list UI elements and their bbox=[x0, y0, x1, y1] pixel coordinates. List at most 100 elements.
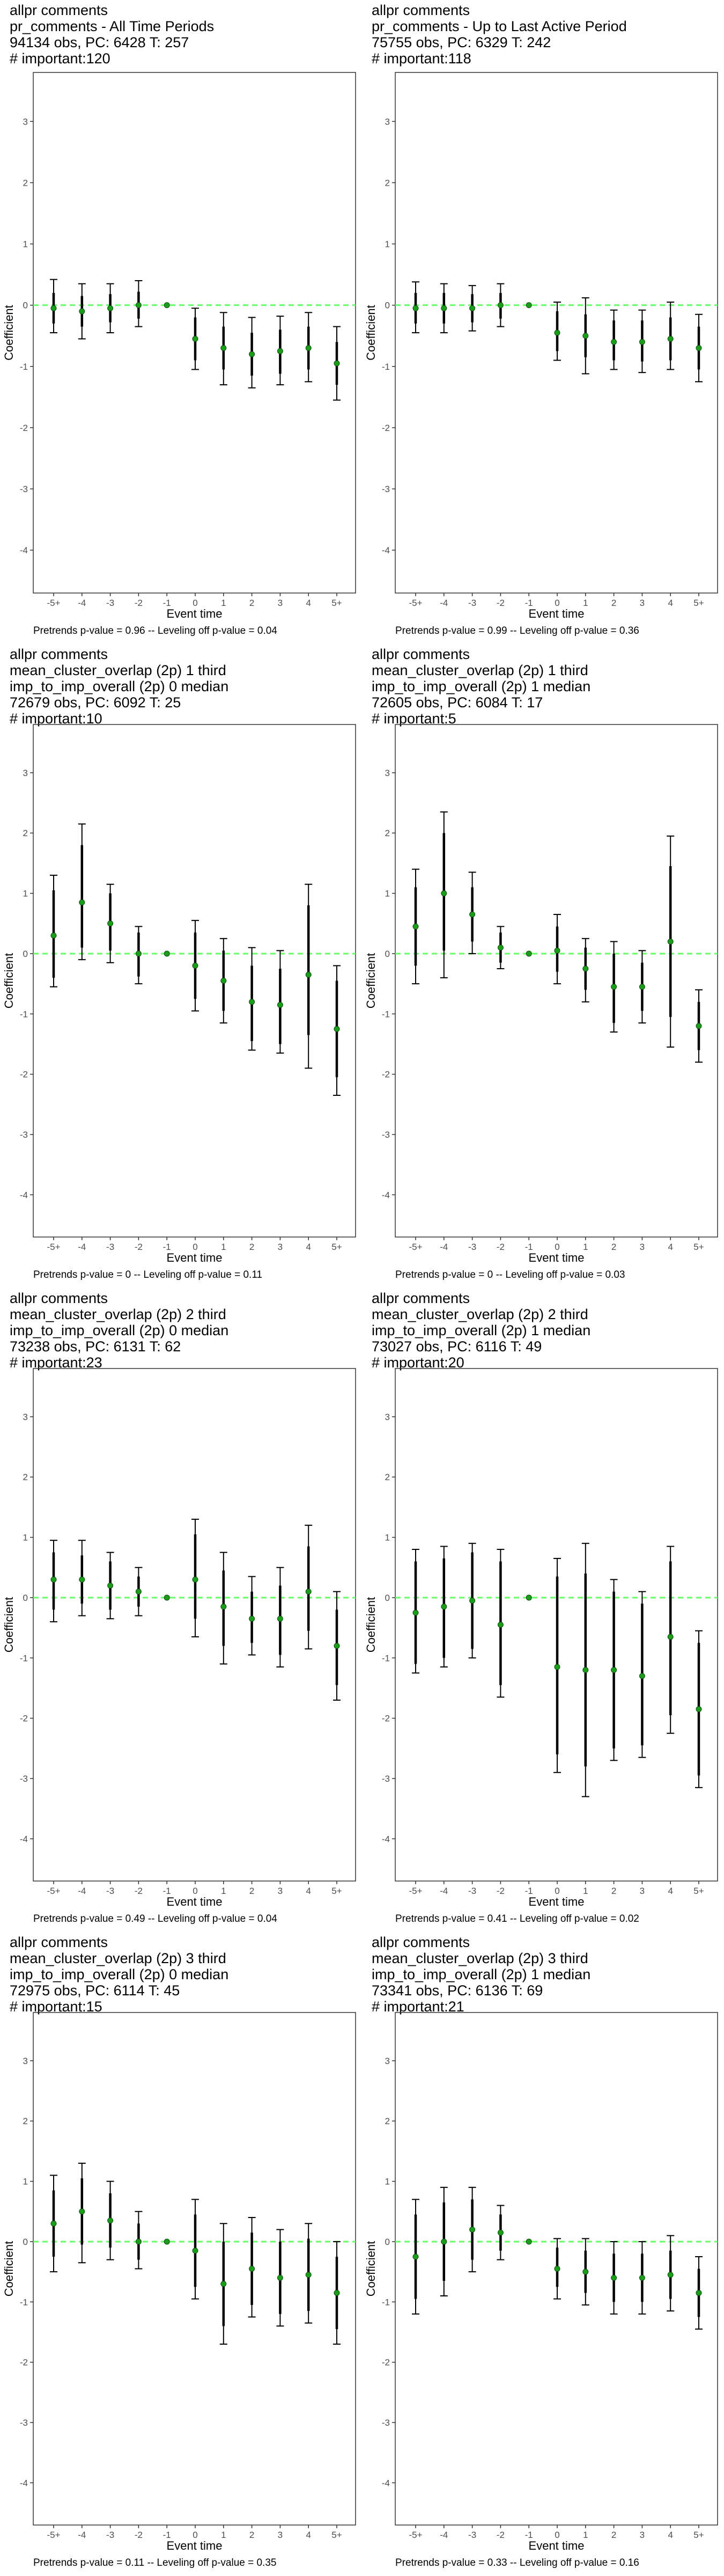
estimate-point bbox=[50, 932, 57, 939]
x-tick-label: 3 bbox=[278, 1242, 283, 1252]
estimate-point bbox=[79, 308, 85, 314]
x-tick-label: -5+ bbox=[47, 598, 60, 608]
estimate-point bbox=[667, 335, 674, 342]
estimate-point bbox=[554, 947, 560, 954]
estimate-point bbox=[412, 305, 419, 311]
y-tick-label: 2 bbox=[385, 2116, 390, 2126]
x-tick-label: -4 bbox=[440, 2530, 448, 2540]
y-tick-label: 0 bbox=[385, 301, 390, 311]
estimate-point bbox=[192, 962, 198, 969]
x-tick-label: -3 bbox=[106, 598, 114, 608]
y-tick-label: 0 bbox=[23, 949, 28, 959]
estimate-point bbox=[277, 1615, 283, 1622]
x-tick-label: 0 bbox=[555, 1886, 559, 1896]
x-tick-label: -3 bbox=[468, 1242, 476, 1252]
x-tick-label: -1 bbox=[525, 1886, 533, 1896]
estimate-point bbox=[611, 984, 617, 990]
estimate-point bbox=[441, 1604, 447, 1610]
chart-svg: -4 -3 -2 -1 0 1 2 3 -5+ -4 -3 -2 -1 0 1 2 3 4 5+ Event time… bbox=[364, 2012, 718, 2552]
estimate-point bbox=[164, 950, 170, 957]
y-tick-label: 1 bbox=[385, 1533, 390, 1543]
estimate-point bbox=[277, 348, 283, 354]
y-tick-label: 1 bbox=[385, 239, 390, 250]
y-tick-label: -3 bbox=[20, 484, 28, 494]
x-tick-label: -1 bbox=[525, 2530, 533, 2540]
x-axis-title: Event time bbox=[167, 1251, 223, 1264]
chart-title-line: # important:5 bbox=[372, 711, 456, 727]
x-tick-label: -5+ bbox=[409, 1242, 422, 1252]
estimate-point bbox=[611, 2274, 617, 2281]
x-tick-label: -2 bbox=[135, 1242, 143, 1252]
plot-frame bbox=[33, 2012, 356, 2526]
estimate-point bbox=[305, 2272, 312, 2278]
estimate-point bbox=[441, 305, 447, 311]
x-tick-label: -2 bbox=[497, 2530, 505, 2540]
x-tick-label: 3 bbox=[640, 2530, 645, 2540]
estimate-point bbox=[334, 1026, 340, 1032]
estimate-point bbox=[220, 1604, 227, 1610]
x-tick-label: -3 bbox=[106, 1242, 114, 1252]
estimate-point bbox=[412, 923, 419, 930]
y-tick-label: -2 bbox=[20, 1070, 28, 1080]
y-tick-label: 3 bbox=[385, 768, 390, 778]
x-tick-label: 0 bbox=[555, 598, 559, 608]
chart-panel: allpr comments mean_cluster_overlap (2p) … bbox=[0, 1288, 362, 1932]
chart-panel: allpr comments mean_cluster_overlap (2p) … bbox=[362, 1288, 724, 1932]
estimate-point bbox=[220, 978, 227, 984]
x-tick-label: 2 bbox=[611, 2530, 616, 2540]
chart-svg: -4 -3 -2 -1 0 1 2 3 -5+ -4 -3 -2 -1 0 1 2 3 4 5+ Event time… bbox=[2, 2012, 356, 2552]
estimate-point bbox=[469, 305, 476, 311]
x-tick-label: 1 bbox=[221, 598, 226, 608]
x-tick-label: -2 bbox=[135, 598, 143, 608]
x-tick-label: -1 bbox=[525, 598, 533, 608]
chart-title-line: mean_cluster_overlap (2p) 3 third bbox=[372, 1950, 588, 1966]
x-tick-label: -5+ bbox=[409, 1886, 422, 1896]
estimate-point bbox=[526, 302, 532, 309]
estimate-point bbox=[334, 360, 340, 367]
estimate-point bbox=[696, 345, 702, 352]
x-tick-label: 4 bbox=[306, 1886, 311, 1896]
chart-footnote: Pretrends p-value = 0.33 -- Leveling off… bbox=[395, 2557, 639, 2568]
x-tick-label: 0 bbox=[193, 2530, 197, 2540]
estimate-point bbox=[50, 2220, 57, 2227]
x-tick-label: -4 bbox=[440, 1886, 448, 1896]
y-tick-label: -2 bbox=[20, 2358, 28, 2368]
x-tick-label: 2 bbox=[249, 598, 254, 608]
chart-title-line: mean_cluster_overlap (2p) 1 third bbox=[372, 662, 588, 678]
estimate-point bbox=[192, 2248, 198, 2254]
x-tick-label: 5+ bbox=[693, 2530, 704, 2540]
y-tick-label: 0 bbox=[385, 949, 390, 959]
y-tick-label: -4 bbox=[382, 545, 390, 555]
estimate-point bbox=[441, 890, 447, 897]
estimate-point bbox=[50, 1576, 57, 1583]
y-tick-label: 0 bbox=[385, 1593, 390, 1603]
x-tick-label: -5+ bbox=[47, 1886, 60, 1896]
x-tick-label: -1 bbox=[525, 1242, 533, 1252]
chart-footnote: Pretrends p-value = 0.11 -- Leveling off… bbox=[33, 2557, 277, 2568]
y-tick-label: -3 bbox=[382, 1774, 390, 1784]
y-tick-label: -1 bbox=[20, 1009, 28, 1019]
y-axis-title: Coefficient bbox=[2, 305, 16, 361]
y-tick-label: 2 bbox=[385, 178, 390, 188]
y-tick-label: 3 bbox=[23, 116, 28, 127]
chart-title-line: allpr comments bbox=[372, 1934, 470, 1950]
x-tick-label: 0 bbox=[193, 1886, 197, 1896]
chart-title-line: allpr comments bbox=[372, 2, 470, 18]
y-tick-label: -1 bbox=[20, 362, 28, 372]
y-tick-label: 0 bbox=[23, 301, 28, 311]
estimate-point bbox=[192, 1576, 198, 1583]
y-axis-title: Coefficient bbox=[2, 2241, 16, 2297]
x-tick-label: 3 bbox=[640, 1886, 645, 1896]
estimate-point bbox=[554, 1664, 560, 1670]
estimate-point bbox=[107, 2218, 114, 2224]
y-tick-label: 1 bbox=[23, 239, 28, 250]
chart-title-line: # important:120 bbox=[10, 50, 110, 67]
chart-title-line: 75755 obs, PC: 6329 T: 242 bbox=[372, 34, 551, 50]
y-tick-label: 3 bbox=[385, 1412, 390, 1422]
x-tick-label: -2 bbox=[497, 598, 505, 608]
x-tick-label: 4 bbox=[306, 2530, 311, 2540]
chart-footnote: Pretrends p-value = 0 -- Leveling off p-… bbox=[395, 1269, 625, 1280]
chart-title: allpr comments mean_cluster_overlap (2p) … bbox=[372, 646, 590, 727]
estimate-point bbox=[164, 1594, 170, 1601]
x-tick-label: 5+ bbox=[331, 598, 342, 608]
